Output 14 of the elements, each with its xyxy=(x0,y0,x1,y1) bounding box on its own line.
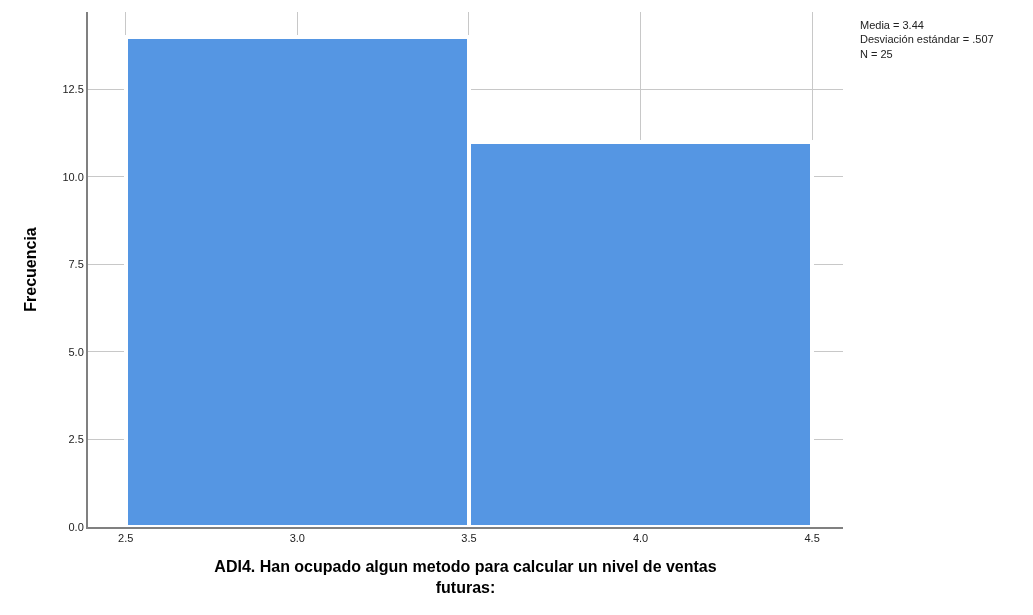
y-axis-title: Frecuencia xyxy=(21,227,39,312)
y-tick-label: 7.5 xyxy=(68,258,84,271)
text: Media = 3.44 Desviación estándar = .507 N = 25 xyxy=(860,19,994,60)
y-tick-label: 5.0 xyxy=(68,345,84,358)
y-tick-label: 12.5 xyxy=(62,82,84,95)
x-axis-title: ADI4. Han ocupado algun metodo para calcular un nivel de ventas futuras: xyxy=(214,558,717,597)
x-tick-label: 4.0 xyxy=(632,532,649,545)
x-tick-label: 2.5 xyxy=(118,532,134,545)
y-tick-label: 10.0 xyxy=(62,170,84,183)
x-tick-label: 3.5 xyxy=(461,532,477,545)
y-tick-label: 0.0 xyxy=(68,520,84,533)
x-tick-label: 4.5 xyxy=(804,532,820,545)
x-tick-label: 3.0 xyxy=(289,532,305,545)
y-tick-label: 2.5 xyxy=(68,433,84,446)
